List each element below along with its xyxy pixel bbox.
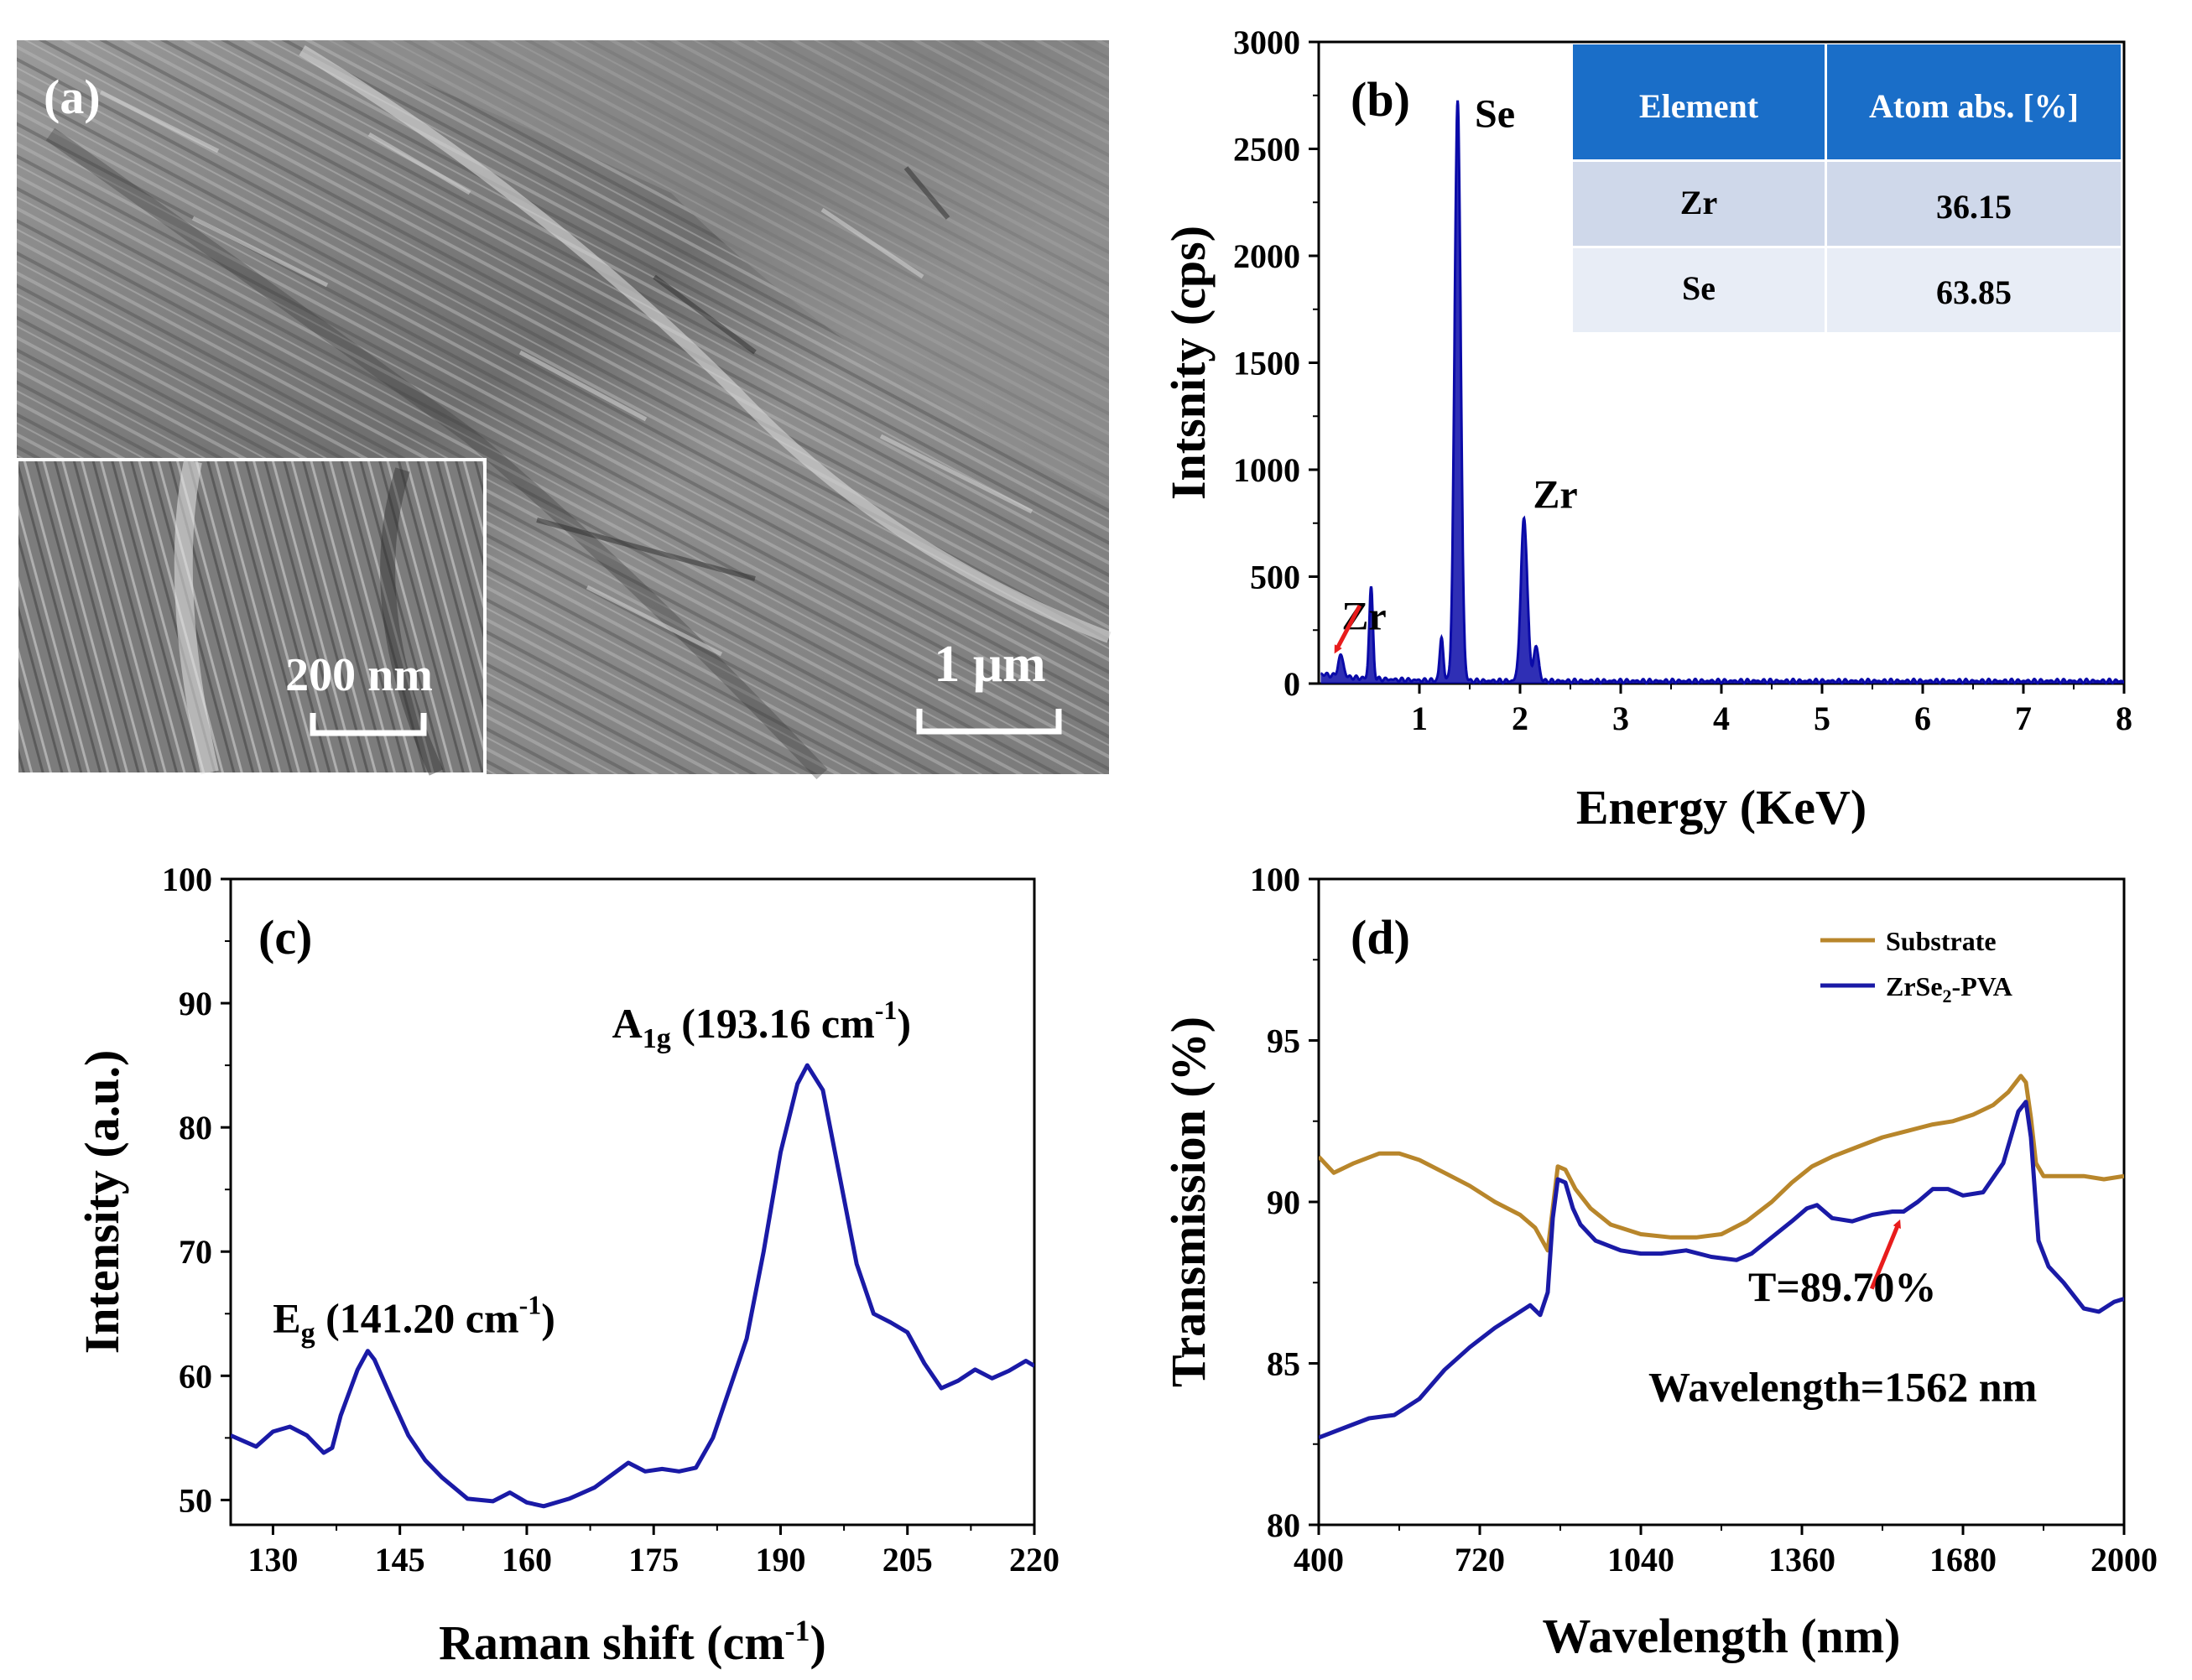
y-tick-label: 90 <box>1267 1183 1300 1221</box>
y-tick-label: 70 <box>179 1233 212 1271</box>
table-cell <box>1827 162 2121 246</box>
table-header-cell <box>1573 44 1825 159</box>
x-tick-label: 400 <box>1294 1541 1344 1579</box>
x-tick-label: 720 <box>1455 1541 1505 1579</box>
inset-scale-bar <box>310 713 427 736</box>
x-tick-label: 130 <box>247 1541 298 1579</box>
y-tick-label: 80 <box>179 1109 212 1147</box>
transmission-chart: 400 720 1040 1360 1680 2000 80 85 90 95 100 (d) Subs… <box>1161 861 2158 1663</box>
wavelength-annotation: Wavelength=1562 nm <box>1648 1363 2037 1410</box>
table-cell-value: 36.15 <box>1936 188 2012 226</box>
y-tick-label: 60 <box>179 1357 212 1395</box>
inset-scale-bar-label: 200 nm <box>285 649 433 701</box>
table-cell <box>1573 162 1825 246</box>
y-axis-label: Intsnity (cps) <box>1161 226 1216 500</box>
zrse2-pva-line <box>1319 1100 2124 1440</box>
x-tick-label: 3 <box>1612 700 1629 737</box>
y-tick-label: 80 <box>1267 1506 1300 1544</box>
y-tick-label: 85 <box>1267 1345 1300 1383</box>
peak-label-a1g: A1g (193.16 cm-1) <box>612 995 911 1054</box>
panel-d-label: (d) <box>1351 910 1410 965</box>
x-tick-label: 205 <box>883 1541 933 1579</box>
legend-label-substrate: Substrate <box>1886 926 1997 956</box>
x-tick-label: 2 <box>1512 700 1528 737</box>
red-arrow <box>1334 604 1362 654</box>
y-axis-label: Transmission (%) <box>1161 1017 1216 1387</box>
table-cell-element: Se <box>1682 269 1716 307</box>
y-tick-label: 2500 <box>1233 131 1300 169</box>
x-tick-label: 145 <box>375 1541 425 1579</box>
peak-label-eg: Eg (141.20 cm-1) <box>273 1289 555 1349</box>
table-cell <box>1573 248 1825 332</box>
legend: Substrate ZrSe2-PVA <box>1820 926 2012 1006</box>
raman-spectrum-line <box>231 1063 1034 1509</box>
x-tick-label: 1040 <box>1607 1541 1674 1579</box>
y-tick-label: 1000 <box>1233 451 1300 489</box>
main-scale-bar <box>916 709 1062 735</box>
peak-label-zr-low: Zr <box>1341 594 1386 638</box>
sem-micrograph: (a) 200 nm 1 μm <box>15 40 1112 780</box>
x-tick-label: 2000 <box>2090 1541 2158 1579</box>
table-cell <box>1827 248 2121 332</box>
table-cell-element: Zr <box>1680 184 1717 221</box>
table-header-atom: Atom abs. [%] <box>1869 87 2079 125</box>
x-axis-label: Raman shift (cm-1) <box>439 1614 826 1670</box>
element-table: Element Atom abs. [%] Zr 36.15 Se 63.85 <box>1573 44 2121 332</box>
panel-a-label: (a) <box>44 70 101 124</box>
table-header-element: Element <box>1639 87 1759 125</box>
x-tick-label: 190 <box>755 1541 805 1579</box>
x-tick-label: 1680 <box>1929 1541 1997 1579</box>
y-tick-label: 1500 <box>1233 345 1300 382</box>
x-tick-label: 160 <box>502 1541 552 1579</box>
legend-label-zrse2: ZrSe2-PVA <box>1886 971 2012 1006</box>
eds-chart: 1 2 3 4 5 6 7 8 0 500 1000 1500 2000 2500 3000 Se Zr Zr En… <box>1161 23 2132 835</box>
x-tick-label: 1 <box>1411 700 1428 737</box>
x-tick-label: 220 <box>1009 1541 1060 1579</box>
y-tick-label: 50 <box>179 1481 212 1519</box>
x-axis-label: Energy (KeV) <box>1576 780 1867 835</box>
x-tick-label: 5 <box>1814 700 1830 737</box>
x-tick-label: 7 <box>2015 700 2032 737</box>
y-tick-label: 100 <box>1250 861 1300 898</box>
y-tick-label: 90 <box>179 985 212 1022</box>
table-cell-value: 63.85 <box>1936 273 2012 311</box>
y-tick-label: 3000 <box>1233 23 1300 61</box>
x-tick-label: 4 <box>1713 700 1730 737</box>
y-tick-label: 500 <box>1250 559 1300 596</box>
raman-chart: 130 145 160 175 190 205 220 50 60 70 80 90 100 (c) Eg … <box>75 861 1060 1670</box>
y-tick-label: 100 <box>162 861 212 898</box>
panel-c-label: (c) <box>258 910 312 965</box>
x-tick-label: 6 <box>1914 700 1931 737</box>
x-tick-label: 1360 <box>1768 1541 1835 1579</box>
y-tick-label: 2000 <box>1233 237 1300 275</box>
x-tick-label: 175 <box>628 1541 679 1579</box>
y-tick-label: 95 <box>1267 1022 1300 1060</box>
y-tick-label: 0 <box>1283 665 1300 703</box>
plot-frame <box>229 877 1036 1527</box>
main-scale-bar-label: 1 μm <box>934 636 1045 693</box>
panel-b-label: (b) <box>1351 72 1410 127</box>
peak-label-zr: Zr <box>1533 473 1577 518</box>
y-axis-label: Intensity (a.u.) <box>75 1050 129 1355</box>
substrate-line <box>1319 1074 2124 1253</box>
x-tick-label: 8 <box>2116 700 2132 737</box>
peak-label-se: Se <box>1475 91 1515 136</box>
transmission-annotation: T=89.70% <box>1748 1263 1936 1310</box>
red-arrow <box>1869 1219 1901 1290</box>
table-header-cell <box>1827 44 2121 159</box>
x-axis-label: Wavelength (nm) <box>1543 1609 1901 1663</box>
